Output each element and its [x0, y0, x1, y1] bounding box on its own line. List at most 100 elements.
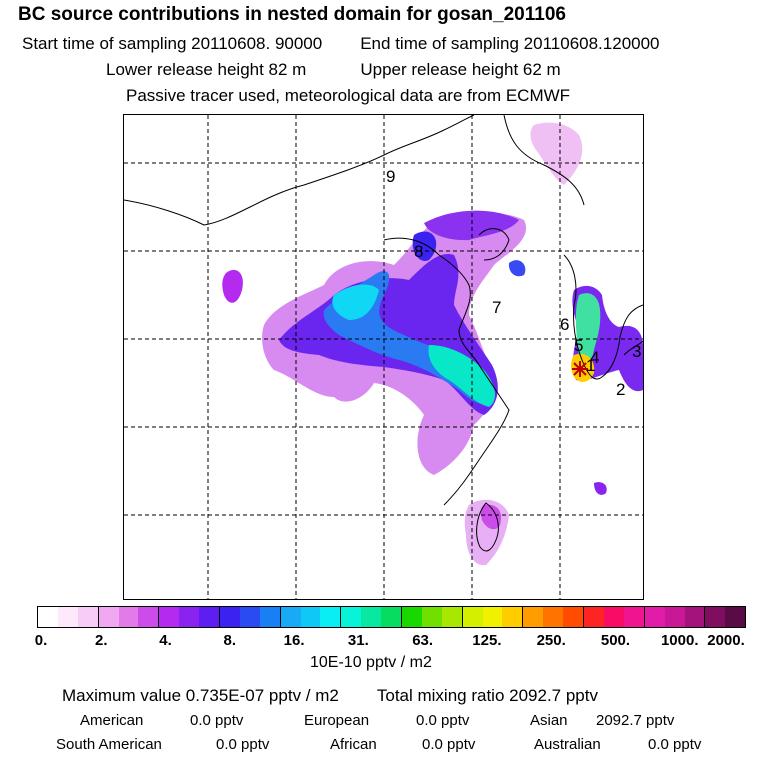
trajectory-markers: 9 8 7 6 5 4 3 2 1	[386, 167, 641, 399]
coastlines	[124, 115, 643, 552]
colorbar-segment	[97, 607, 119, 627]
colorbar-tick-label: 1000.	[660, 632, 699, 649]
region-american-value: 0.0 pptv	[190, 712, 244, 729]
colorbar-segment	[543, 607, 564, 627]
colorbar-tick-label: 2.	[95, 632, 108, 649]
region-south-american: South American	[56, 736, 162, 753]
receptor-star-icon	[572, 361, 588, 377]
colorbar-segment	[57, 607, 78, 627]
marker-9: 9	[386, 167, 395, 186]
region-african-value: 0.0 pptv	[422, 736, 476, 753]
colorbar-segment	[38, 607, 58, 627]
colorbar-tick-label: 2000.	[707, 632, 745, 649]
coast-japan	[623, 340, 643, 356]
plume-west	[222, 269, 243, 303]
colorbar-tick-label: 0.	[34, 632, 48, 649]
summary-line: Maximum value 0.735E-07 pptv / m2 Total m…	[62, 686, 598, 706]
colorbar-segment	[522, 607, 544, 627]
colorbar	[37, 606, 746, 628]
marker-3: 3	[632, 342, 641, 361]
colorbar-segment	[583, 607, 604, 627]
region-south-american-value: 0.0 pptv	[216, 736, 270, 753]
colorbar-segment	[623, 607, 644, 627]
release-heights: Lower release height 82 m Upper release h…	[106, 60, 561, 80]
colorbar-segment	[118, 607, 139, 627]
coast-korea	[563, 254, 643, 380]
colorbar-segment	[563, 607, 584, 627]
colorbar-segment	[603, 607, 624, 627]
colorbar-tick-label: 125.	[472, 632, 502, 649]
marker-8: 8	[414, 242, 423, 261]
colorbar-segment	[441, 607, 462, 627]
coast-taiwan	[476, 502, 499, 552]
colorbar-segment	[138, 607, 159, 627]
region-american: American	[80, 712, 144, 729]
colorbar-segment	[340, 607, 362, 627]
total-mixing-ratio: Total mixing ratio 2092.7 pptv	[376, 686, 598, 705]
upper-release-height: Upper release height 62 m	[360, 60, 561, 79]
marker-2: 2	[616, 380, 625, 399]
colorbar-tick-label: 31.	[347, 632, 369, 649]
maximum-value: Maximum value 0.735E-07 pptv / m2	[62, 686, 339, 705]
region-european-value: 0.0 pptv	[416, 712, 470, 729]
colorbar-segment	[401, 607, 422, 627]
colorbar-segment	[259, 607, 280, 627]
plume-delta	[428, 345, 496, 407]
colorbar-segment	[502, 607, 523, 627]
colorbar-segment	[77, 607, 98, 627]
colorbar-tick-label: 250.	[536, 632, 566, 649]
region-european: European	[304, 712, 370, 729]
tracer-note: Passive tracer used, meteorological data…	[126, 86, 571, 105]
marker-1: 1	[586, 356, 595, 375]
coast-bohai	[478, 228, 510, 261]
marker-4: 4	[590, 348, 599, 367]
colorbar-segment	[279, 607, 301, 627]
lower-release-height: Lower release height 82 m	[106, 60, 307, 79]
plume-layer	[222, 122, 643, 566]
marker-5: 5	[574, 336, 583, 355]
colorbar-segment	[158, 607, 180, 627]
map-canvas: 9 8 7 6 5 4 3 2 1	[124, 115, 643, 599]
plume-ne	[530, 122, 583, 185]
colorbar-tick-label: 8.	[223, 632, 237, 649]
coast-manchuria	[503, 115, 585, 206]
colorbar-segment	[381, 607, 402, 627]
colorbar-segment	[421, 607, 442, 627]
plume-north	[424, 210, 519, 241]
colorbar-unit: 10E-10 pptv / m2	[310, 654, 432, 671]
coast-china-east	[383, 237, 510, 506]
end-time: End time of sampling 20110608.120000	[360, 34, 660, 53]
plume-ryukyu	[594, 482, 607, 495]
colorbar-segment	[482, 607, 503, 627]
sampling-times: Start time of sampling 20110608. 90000 En…	[22, 34, 660, 54]
start-time: Start time of sampling 20110608. 90000	[22, 34, 323, 53]
marker-7: 7	[492, 298, 501, 317]
marker-6: 6	[560, 315, 569, 334]
colorbar-segment	[664, 607, 685, 627]
colorbar-segment	[179, 607, 200, 627]
region-asian: Asian	[530, 712, 568, 729]
coast-mongolia-border	[124, 115, 475, 226]
grid	[124, 115, 643, 599]
colorbar-segment	[219, 607, 240, 627]
region-australian: Australian	[534, 736, 601, 753]
colorbar-tick-label: 4.	[159, 632, 172, 649]
colorbar-tick-label: 500.	[600, 632, 631, 649]
colorbar-segment	[300, 607, 321, 627]
chart-title: BC source contributions in nested domain…	[18, 4, 566, 25]
region-australian-value: 0.0 pptv	[648, 736, 702, 753]
colorbar-segment	[320, 607, 341, 627]
colorbar-segment	[684, 607, 705, 627]
contribution-map[interactable]: 9 8 7 6 5 4 3 2 1	[123, 114, 644, 600]
region-african: African	[330, 736, 377, 753]
colorbar-segment	[461, 607, 483, 627]
region-asian-value: 2092.7 pptv	[596, 712, 675, 729]
plume-yellowsea	[508, 260, 526, 277]
colorbar-segment	[239, 607, 260, 627]
plume-hot	[332, 284, 379, 320]
plume-source-hot	[571, 353, 595, 382]
colorbar-segment	[643, 607, 665, 627]
colorbar-segment	[725, 607, 746, 627]
plume-korea-core	[575, 293, 601, 364]
colorbar-segment	[704, 607, 726, 627]
